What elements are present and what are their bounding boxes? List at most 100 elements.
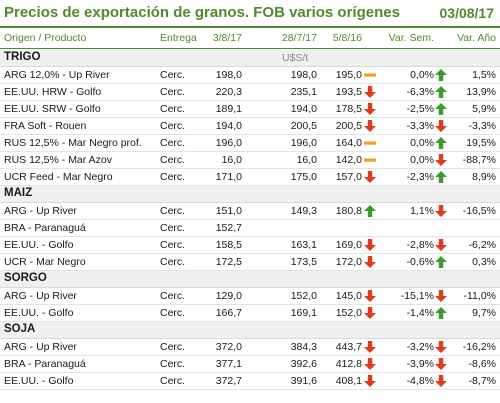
price-week-ago: 152,0 [290, 290, 317, 302]
price-week-ago: 392,6 [290, 358, 317, 370]
price-current: 189,1 [215, 103, 242, 115]
weekly-change: 0,0% [410, 69, 434, 81]
price-week-ago: 173,5 [290, 256, 317, 268]
product-name: ARG 12,0% - Up River [4, 69, 110, 81]
table-row: ARG - Up River Cerc. 129,0 152,0 145,0 -15,1%… [0, 288, 500, 305]
price-current: 377,1 [215, 358, 242, 370]
header-date-1: 3/8/17 [212, 32, 242, 44]
delivery-cell: Cerc. [160, 137, 186, 149]
table-row: ARG - Up River Cerc. 372,0 384,3 443,7 -3,2% -… [0, 339, 500, 356]
product-name: UCR Feed - Mar Negro [4, 171, 113, 183]
price-current: 194,0 [215, 120, 242, 132]
price-year-ago: 164,0 [335, 137, 362, 149]
arrow-down-icon [364, 290, 378, 302]
yearly-change: -3,3% [468, 120, 496, 132]
dash-flat-icon [364, 137, 378, 149]
table-row: EE.UU. - Golfo Cerc. 372,7 391,6 408,1 -4,8% -… [0, 373, 500, 390]
price-current: 151,0 [215, 205, 242, 217]
product-name: FRA Soft - Rouen [4, 120, 87, 132]
table-row: ARG 12,0% - Up River Cerc. 198,0 198,0 195,0… [0, 67, 500, 84]
price-current: 198,0 [215, 69, 242, 81]
arrow-up-icon [435, 307, 449, 319]
delivery-cell: Cerc. [160, 290, 186, 302]
delivery-cell: Cerc. [160, 358, 186, 370]
product-name: RUS 12,5% - Mar Azov [4, 154, 112, 166]
table-row: BRA - Paranaguá Cerc. 152,7 [0, 220, 500, 237]
delivery-cell: Cerc. [160, 86, 186, 98]
table-row: UCR - Mar Negro Cerc. 172,5 173,5 172,0 -0,6%… [0, 254, 500, 271]
weekly-change: -0,6% [406, 256, 434, 268]
price-year-ago: 443,7 [335, 341, 362, 353]
yearly-change: 5,9% [472, 103, 496, 115]
header-divider [0, 48, 500, 49]
arrow-up-icon [435, 69, 449, 81]
arrow-down-icon [364, 375, 378, 387]
yearly-change: -8,6% [468, 358, 496, 370]
delivery-cell: Cerc. [160, 154, 186, 166]
price-year-ago: 157,0 [335, 171, 362, 183]
price-year-ago: 195,0 [335, 69, 362, 81]
arrow-down-icon [435, 154, 449, 166]
price-current: 172,5 [215, 256, 242, 268]
price-current: 196,0 [215, 137, 242, 149]
arrow-down-icon [435, 205, 449, 217]
table-row: EE.UU. - Golfo Cerc. 158,5 163,1 169,0 -2,8% -… [0, 237, 500, 254]
header-origen: Origen / Producto [4, 32, 87, 44]
table-row: ARG - Up River Cerc. 151,0 149,3 180,8 1,1% -1… [0, 203, 500, 220]
arrow-down-icon [364, 341, 378, 353]
column-header-row: Origen / Producto Entrega 3/8/17 28/7/17… [0, 28, 500, 48]
yearly-change: 13,9% [466, 86, 496, 98]
yearly-change: -16,5% [462, 205, 496, 217]
price-week-ago: 198,0 [290, 69, 317, 81]
arrow-down-icon [364, 120, 378, 132]
weekly-change: -1,4% [406, 307, 434, 319]
delivery-cell: Cerc. [160, 307, 186, 319]
price-year-ago: 408,1 [335, 375, 362, 387]
yearly-change: 19,5% [466, 137, 496, 149]
weekly-change: -3,3% [406, 120, 434, 132]
weekly-change: 0,0% [410, 154, 434, 166]
price-week-ago: 194,0 [290, 103, 317, 115]
delivery-cell: Cerc. [160, 103, 186, 115]
header-var-ano: Var. Año [457, 32, 496, 44]
weekly-change: -2,8% [406, 239, 434, 251]
table-row: BRA - Paranaguá Cerc. 377,1 392,6 412,8 -3,9%… [0, 356, 500, 373]
delivery-cell: Cerc. [160, 69, 186, 81]
delivery-cell: Cerc. [160, 222, 186, 234]
price-year-ago: 412,8 [335, 358, 362, 370]
unit-label: U$S/t [282, 52, 309, 64]
header-entrega: Entrega [160, 32, 197, 44]
price-year-ago: 193,5 [335, 86, 362, 98]
price-week-ago: 149,3 [290, 205, 317, 217]
product-name: UCR - Mar Negro [4, 256, 86, 268]
report-title: Precios de exportación de granos. FOB va… [4, 4, 400, 21]
section-label: MAIZ [4, 187, 33, 199]
weekly-change: -2,3% [406, 171, 434, 183]
arrow-down-icon [364, 358, 378, 370]
weekly-change: -6,3% [406, 86, 434, 98]
price-week-ago: 235,1 [290, 86, 317, 98]
dash-flat-icon [364, 69, 378, 81]
delivery-cell: Cerc. [160, 120, 186, 132]
header-date-3: 5/8/16 [332, 32, 362, 44]
yearly-change: -11,0% [463, 290, 497, 302]
yearly-change: -8,7% [468, 375, 496, 387]
price-week-ago: 196,0 [290, 137, 317, 149]
product-name: RUS 12,5% - Mar Negro prof. [4, 137, 142, 149]
arrow-down-icon [435, 358, 449, 370]
arrow-down-icon [435, 120, 449, 132]
weekly-change: -2,5% [406, 103, 434, 115]
price-week-ago: 391,6 [290, 375, 317, 387]
price-year-ago: 142,0 [335, 154, 362, 166]
price-year-ago: 169,0 [335, 239, 362, 251]
product-name: EE.UU. - Golfo [4, 307, 74, 319]
section-soja: SOJA [0, 322, 500, 339]
price-year-ago: 180,8 [335, 205, 362, 217]
yearly-change: -6,2% [468, 239, 496, 251]
arrow-down-icon [364, 86, 378, 98]
delivery-cell: Cerc. [160, 375, 186, 387]
delivery-cell: Cerc. [160, 171, 186, 183]
arrow-up-icon [435, 171, 449, 183]
arrow-down-icon [364, 103, 378, 115]
